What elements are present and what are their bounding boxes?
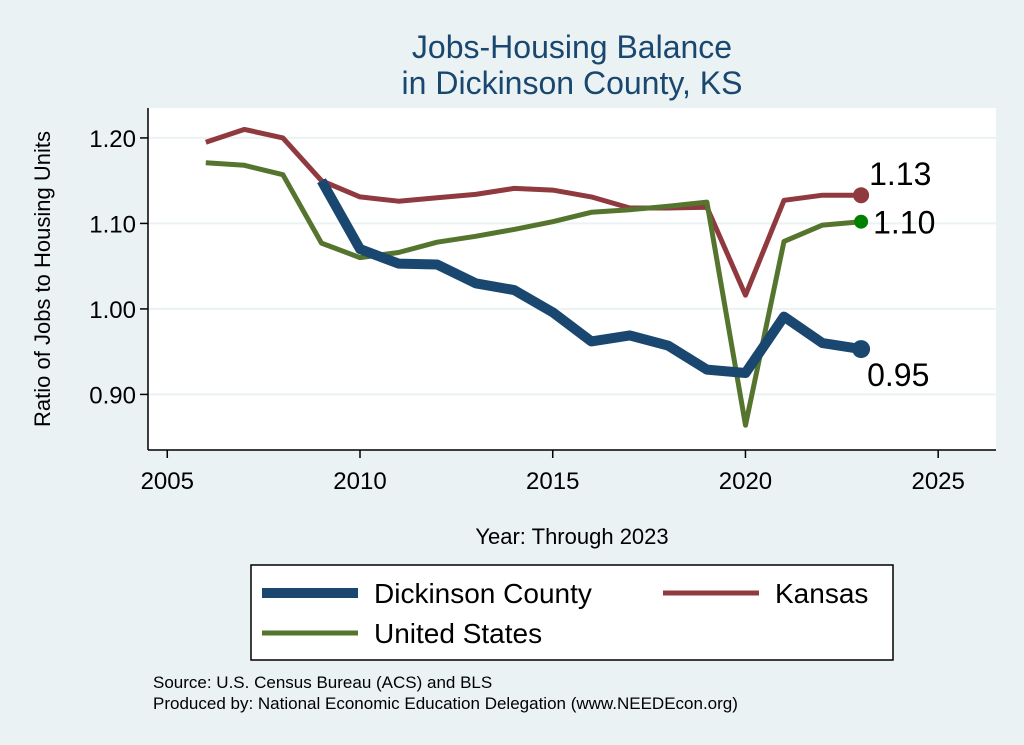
end-marker-united-states xyxy=(854,214,869,229)
chart-title-line-1: Jobs-Housing Balance xyxy=(412,29,732,65)
producer-line: Produced by: National Economic Education… xyxy=(153,694,738,713)
legend-box xyxy=(250,564,894,661)
x-tick-label: 2020 xyxy=(719,468,772,495)
axis-layer: 0.90 1.00 1.10 1.20 2005 2010 2015 2020 2025 xyxy=(89,108,996,495)
x-tick-label: 2010 xyxy=(333,468,386,495)
series-line-kansas xyxy=(205,126,862,298)
y-tick-label: 1.20 xyxy=(89,126,136,153)
y-tick-label: 1.00 xyxy=(89,297,136,324)
legend-label-dickinson-county: Dickinson County xyxy=(374,578,592,609)
end-label-kansas: 1.13 xyxy=(869,156,931,192)
source-line: Source: U.S. Census Bureau (ACS) and BLS xyxy=(153,673,492,692)
y-tick-label: 1.10 xyxy=(89,211,136,238)
series-line-dickinson-county xyxy=(317,178,862,378)
end-label-united-states: 1.10 xyxy=(873,205,935,241)
end-marker-kansas xyxy=(853,187,870,204)
x-tick-label: 2005 xyxy=(141,468,194,495)
y-axis-label: Ratio of Jobs to Housing Units xyxy=(30,131,55,427)
series-line-united-states xyxy=(205,160,862,428)
chart-title-line-2: in Dickinson County, KS xyxy=(402,65,743,101)
x-tick-label: 2025 xyxy=(911,468,964,495)
series-layer xyxy=(205,126,862,428)
x-axis-label: Year: Through 2023 xyxy=(475,524,668,549)
legend-label-united-states: United States xyxy=(374,618,542,649)
legend: Dickinson County Kansas United States xyxy=(250,564,894,661)
end-label-layer: 1.13 1.10 0.95 xyxy=(852,156,935,393)
x-tick-label: 2015 xyxy=(526,468,579,495)
plot-area xyxy=(148,108,996,450)
end-marker-dickinson-county xyxy=(852,340,871,359)
legend-label-kansas: Kansas xyxy=(775,578,868,609)
y-tick-label: 0.90 xyxy=(89,382,136,409)
end-label-dickinson-county: 0.95 xyxy=(867,357,929,393)
